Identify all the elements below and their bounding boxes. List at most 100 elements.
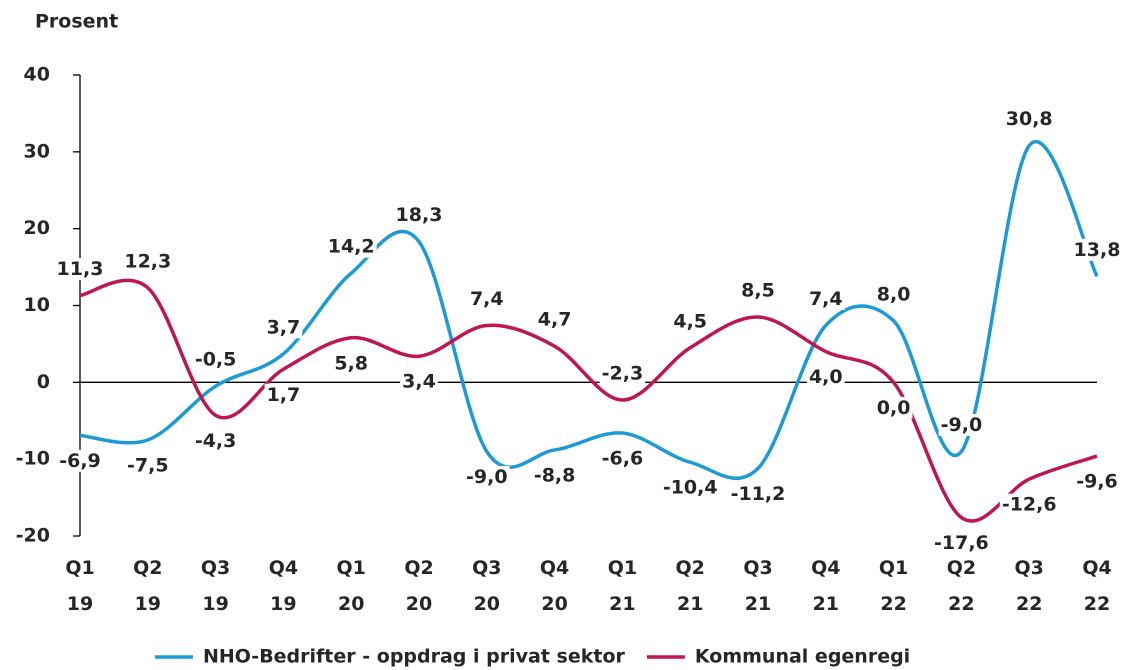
label-bg	[1071, 238, 1123, 261]
data-label: 11,3	[57, 258, 104, 280]
data-label-group: 0,0	[874, 396, 913, 419]
x-tick-label: Q2 20	[404, 557, 433, 615]
label-bg	[874, 283, 913, 306]
data-label: -8,8	[534, 464, 576, 486]
data-label-group: 18,3	[393, 204, 445, 227]
label-bg	[400, 370, 438, 393]
x-tick-line: 22	[880, 593, 906, 615]
label-bg	[999, 493, 1059, 516]
x-tick-line: Q1	[879, 557, 908, 579]
label-bg	[535, 308, 574, 331]
label-bg	[806, 287, 845, 310]
x-tick-label: Q1 19	[65, 557, 94, 615]
data-label-group: -6,6	[599, 447, 646, 470]
x-tick-line: 20	[474, 593, 500, 615]
x-tick-line: 21	[677, 593, 703, 615]
label-bg	[325, 235, 377, 258]
x-tick-label: Q2 21	[676, 557, 705, 615]
data-label-group: 11,3	[54, 258, 106, 281]
x-tick-label: Q2 19	[133, 557, 162, 615]
data-label: 5,8	[334, 352, 368, 374]
data-label: -10,4	[663, 477, 718, 499]
label-bg	[264, 383, 303, 406]
y-tick-label: 0	[37, 371, 50, 393]
x-tick-line: Q1	[337, 557, 366, 579]
x-tick-line: Q2	[947, 557, 976, 579]
label-bg	[264, 316, 303, 339]
x-tick-label: Q4 19	[269, 557, 298, 615]
data-label-group: 3,7	[264, 316, 303, 339]
data-label: 14,2	[328, 236, 375, 258]
x-tick-line: 19	[67, 593, 93, 615]
data-label: -7,5	[127, 454, 169, 476]
label-bg	[192, 348, 239, 371]
label-bg	[393, 204, 445, 227]
data-label-group: 4,0	[806, 366, 845, 389]
x-tick-line: Q4	[1082, 557, 1111, 579]
x-tick-label: Q4 21	[811, 557, 840, 615]
label-bg	[125, 454, 171, 477]
data-label: 1,7	[267, 384, 301, 406]
data-label-group: 8,5	[739, 279, 777, 302]
label-bg	[1003, 108, 1055, 131]
x-tick-line: 22	[1084, 593, 1110, 615]
x-tick-line: 20	[541, 593, 567, 615]
label-bg	[122, 250, 174, 273]
label-bg	[874, 396, 913, 419]
data-label-group: 13,8	[1071, 238, 1123, 261]
data-label-group: -4,3	[192, 429, 239, 452]
data-label-group: -7,5	[125, 454, 171, 477]
legend-label: NHO-Bedrifter - oppdrag i privat sektor	[203, 646, 626, 668]
data-label: 7,4	[809, 288, 843, 310]
x-tick-line: Q3	[201, 557, 230, 579]
label-bg	[599, 447, 646, 470]
data-label: -2,3	[602, 363, 644, 385]
series-line	[79, 140, 1099, 480]
y-tick-label: -20	[16, 525, 50, 547]
x-tick-label: Q4 20	[540, 557, 569, 615]
data-label-group: 4,7	[535, 308, 574, 331]
data-label-group: -9,0	[464, 465, 510, 488]
data-label-group: -2,3	[599, 362, 646, 385]
data-label: -6,6	[602, 448, 644, 470]
x-tick-label: Q3 20	[472, 557, 501, 615]
x-tick-line: 21	[813, 593, 839, 615]
data-label-group: -8,8	[531, 464, 578, 487]
data-label-group: -6,9	[57, 449, 103, 472]
data-label: 3,4	[402, 371, 436, 393]
x-tick-line: 19	[270, 593, 296, 615]
x-tick-line: Q3	[1015, 557, 1044, 579]
label-bg	[599, 362, 646, 385]
x-tick-line: Q2	[404, 557, 433, 579]
label-bg	[531, 464, 578, 487]
data-label-group: 30,8	[1003, 108, 1055, 131]
x-tick-line: Q3	[743, 557, 772, 579]
data-label-group: 4,5	[671, 310, 710, 333]
data-label: -4,3	[195, 430, 237, 452]
x-tick-label: Q3 21	[743, 557, 772, 615]
series-line	[79, 278, 1098, 523]
x-tick-label: Q1 20	[337, 557, 366, 615]
label-bg	[938, 413, 985, 436]
data-label-group: 7,4	[467, 287, 506, 310]
x-tick-line: 20	[406, 593, 432, 615]
data-label: -12,6	[1002, 494, 1057, 516]
data-label: 4,0	[809, 366, 843, 388]
x-tick-label: Q3 22	[1015, 557, 1044, 615]
x-tick-line: 22	[1016, 593, 1042, 615]
x-tick-line: Q4	[269, 557, 298, 579]
data-label: 13,8	[1074, 239, 1121, 261]
data-label: -17,6	[934, 532, 989, 554]
data-label: -9,6	[1076, 471, 1118, 493]
data-label-group: -9,0	[938, 413, 985, 436]
x-tick-line: 19	[202, 593, 228, 615]
label-bg	[728, 482, 788, 505]
x-tick-line: Q2	[133, 557, 162, 579]
y-tick-label: 40	[24, 64, 50, 86]
data-label: -6,9	[59, 450, 101, 472]
label-bg	[467, 287, 506, 310]
label-bg	[464, 465, 510, 488]
data-label-group: 5,8	[332, 352, 371, 375]
label-bg	[806, 366, 845, 389]
